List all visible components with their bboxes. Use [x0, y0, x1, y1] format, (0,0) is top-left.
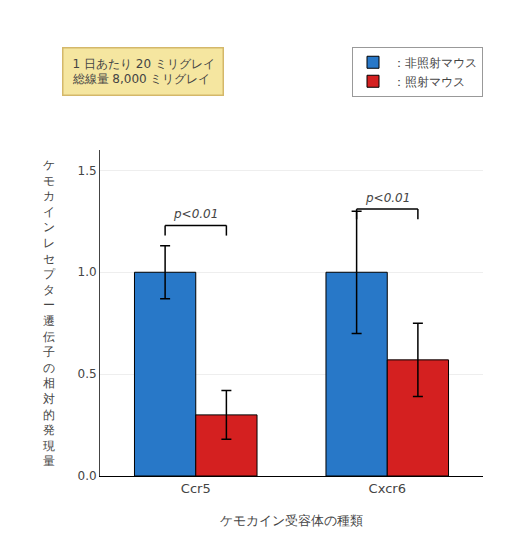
- svg-text:ケモカインレセプター遷伝子の相対的発現量: ケモカインレセプター遷伝子の相対的発現量: [43, 158, 56, 468]
- svg-text:1 日あたり 20 ミリグレイ総線量 8,000 ミリグレイ: 1 日あたり 20 ミリグレイ総線量 8,000 ミリグレイ: [72, 57, 215, 87]
- svg-text:p<0.01: p<0.01: [173, 207, 218, 221]
- svg-text:Ccr5: Ccr5: [181, 481, 211, 496]
- svg-text:p<0.01: p<0.01: [365, 191, 410, 205]
- svg-text:1.0: 1.0: [78, 265, 97, 279]
- svg-text:0.5: 0.5: [78, 367, 97, 381]
- svg-text:ケモカイン受容体の種類: ケモカイン受容体の種類: [220, 513, 363, 528]
- svg-text:：照射マウス: ：照射マウス: [393, 75, 465, 89]
- svg-text:：非照射マウス: ：非照射マウス: [393, 56, 477, 70]
- svg-text:1.5: 1.5: [78, 164, 97, 178]
- svg-text:Cxcr6: Cxcr6: [369, 481, 406, 496]
- svg-text:0.0: 0.0: [78, 469, 97, 483]
